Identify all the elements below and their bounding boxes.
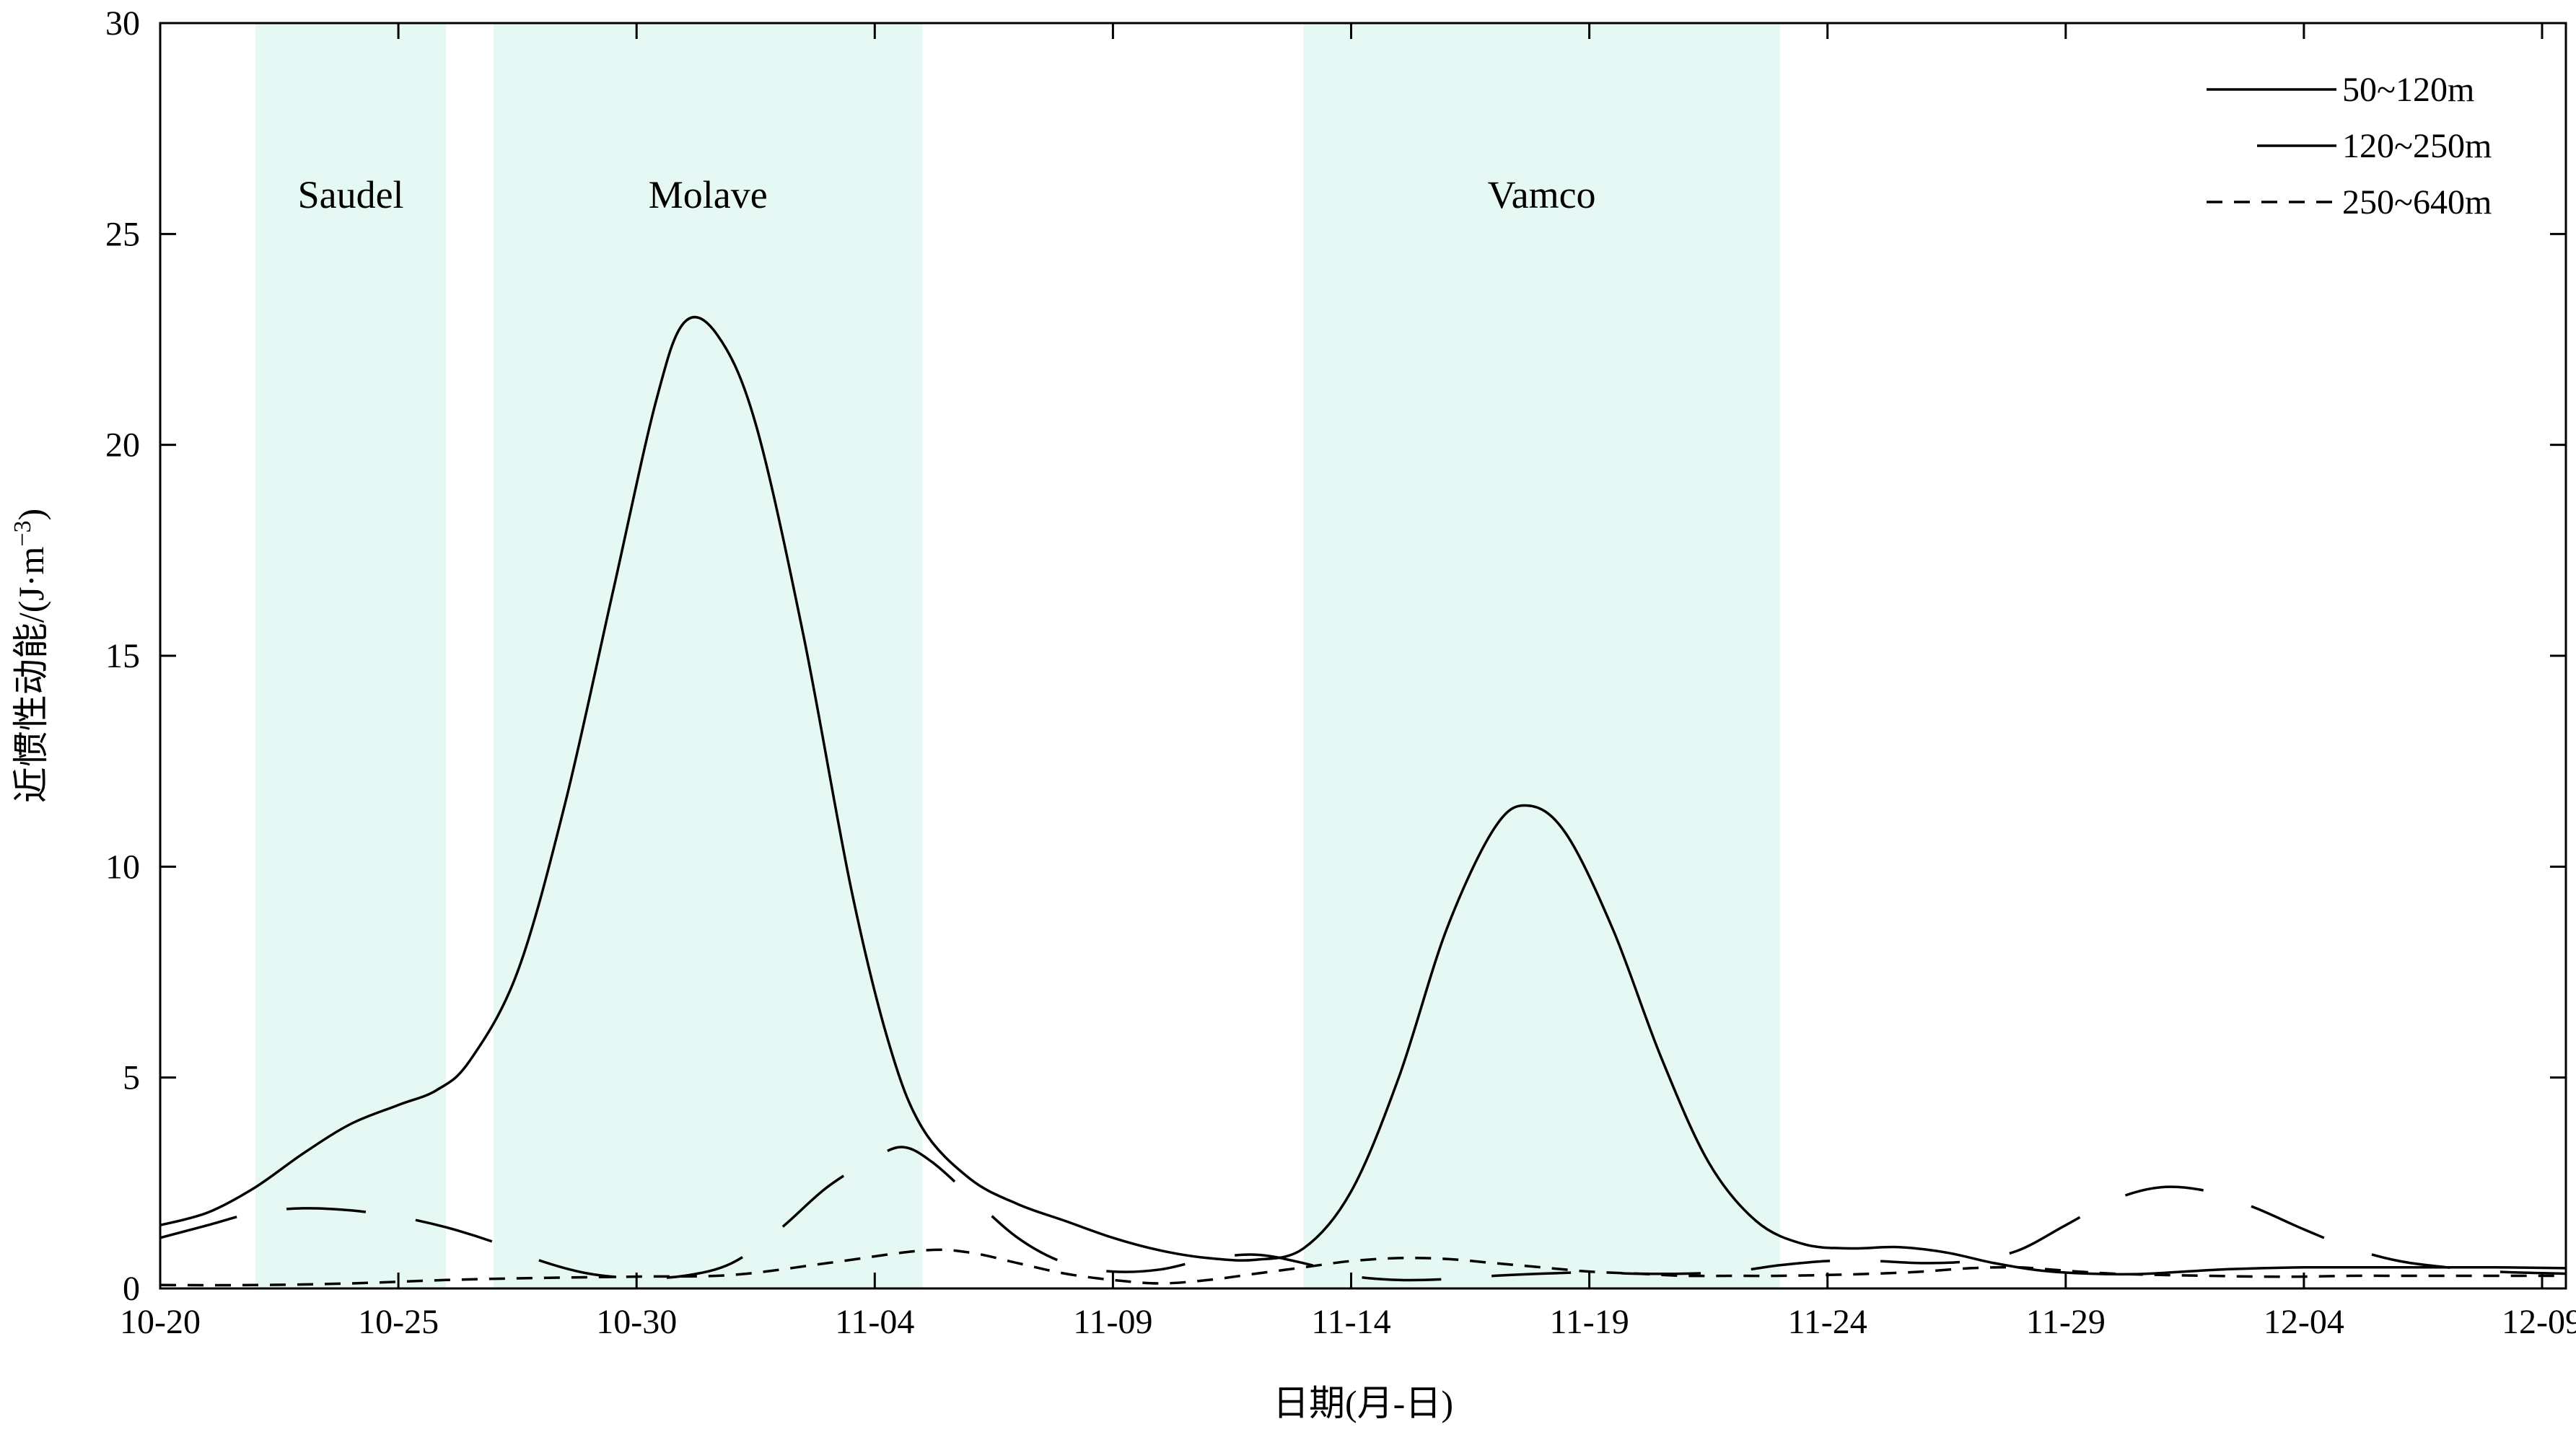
legend-label-2: 120~250m [2342, 127, 2492, 165]
x-tick-label: 12-04 [2264, 1303, 2344, 1341]
y-axis: 0 5 10 15 20 25 30 [105, 4, 2566, 1308]
x-tick-label: 11-24 [1788, 1303, 1867, 1341]
shaded-period-vamco [1303, 23, 1780, 1288]
shaded-period-label-saudel: Saudel [298, 173, 404, 216]
x-tick-label: 12-09 [2502, 1303, 2576, 1341]
y-axis-title-sup: −3 [9, 520, 36, 546]
y-tick-label: 5 [123, 1059, 140, 1097]
x-tick-label: 11-09 [1073, 1303, 1152, 1341]
y-axis-title: 近惯性动能/(J·m−3) [9, 509, 52, 803]
shaded-period-label-vamco: Vamco [1488, 173, 1596, 216]
y-axis-title-close: ) [11, 509, 51, 521]
y-tick-label: 15 [105, 637, 140, 675]
x-tick-label: 10-30 [596, 1303, 677, 1341]
series-line-3 [159, 1248, 2566, 1287]
shaded-period-molave [494, 23, 923, 1288]
x-axis: 10-20 10-25 10-30 11-04 11-09 11-14 11-19 11-24… [120, 23, 2576, 1341]
y-tick-label: 20 [105, 426, 140, 465]
x-tick-label: 10-20 [120, 1303, 201, 1341]
series-line-2 [159, 1146, 2567, 1282]
y-axis-title-main: 近惯性动能/(J·m [11, 547, 51, 804]
shaded-period-saudel [255, 23, 447, 1288]
x-tick-label: 11-29 [2026, 1303, 2106, 1341]
shaded-periods [255, 23, 1780, 1288]
x-tick-label: 11-04 [835, 1303, 914, 1341]
x-tick-label: 11-14 [1311, 1303, 1390, 1341]
legend-label-1: 50~120m [2342, 71, 2474, 109]
legend: 50~120m 120~250m 250~640m [2207, 71, 2492, 221]
shaded-period-label-molave: Molave [649, 173, 768, 216]
y-tick-label: 25 [105, 215, 140, 253]
series-line-1 [159, 315, 2567, 1276]
shaded-period-labels: Saudel Molave Vamco [298, 173, 1596, 216]
y-tick-label: 30 [105, 4, 140, 43]
y-tick-label: 10 [105, 848, 140, 886]
legend-label-3: 250~640m [2342, 183, 2492, 221]
series-lines [159, 315, 2567, 1287]
x-tick-label: 10-25 [358, 1303, 439, 1341]
x-axis-title: 日期(月-日) [1273, 1383, 1453, 1423]
y-tick-label: 0 [123, 1270, 140, 1308]
x-tick-label: 11-19 [1549, 1303, 1629, 1341]
